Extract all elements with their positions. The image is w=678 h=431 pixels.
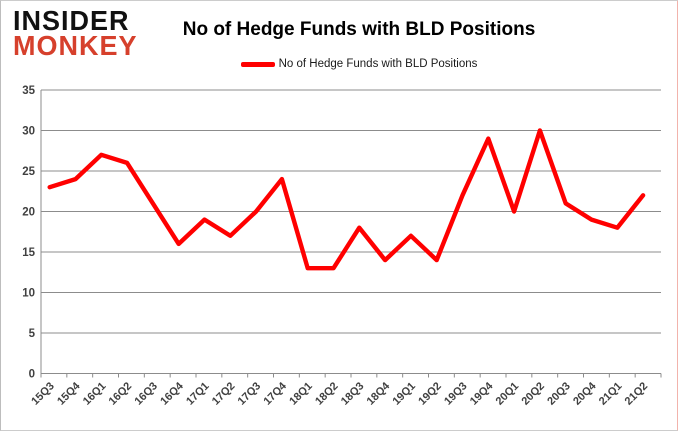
x-tick-label-20Q1: 20Q1 bbox=[494, 380, 522, 408]
x-tick-label-16Q3: 16Q3 bbox=[132, 380, 160, 408]
y-tick-label-15: 15 bbox=[22, 247, 35, 259]
x-tick-label-16Q2: 16Q2 bbox=[107, 380, 135, 408]
y-tick-label-25: 25 bbox=[22, 166, 35, 178]
y-tick-label-35: 35 bbox=[22, 85, 35, 97]
x-tick-label-17Q2: 17Q2 bbox=[210, 380, 238, 408]
y-tick-label-20: 20 bbox=[22, 207, 35, 219]
x-tick-label-19Q1: 19Q1 bbox=[390, 380, 418, 408]
x-tick-label-20Q2: 20Q2 bbox=[519, 380, 547, 408]
y-tick-label-30: 30 bbox=[22, 126, 35, 138]
x-tick-label-19Q4: 19Q4 bbox=[468, 380, 496, 408]
x-tick-label-17Q1: 17Q1 bbox=[184, 380, 212, 408]
insider-monkey-logo: INSIDER MONKEY bbox=[13, 5, 138, 62]
x-tick-label-15Q3: 15Q3 bbox=[29, 380, 57, 408]
x-tick-label-19Q3: 19Q3 bbox=[442, 380, 470, 408]
y-tick-label-5: 5 bbox=[29, 328, 36, 340]
x-tick-label-16Q1: 16Q1 bbox=[81, 380, 109, 408]
logo-insider-text: INSIDER bbox=[13, 5, 130, 37]
x-tick-label-19Q2: 19Q2 bbox=[416, 380, 444, 408]
x-tick-label-17Q4: 17Q4 bbox=[261, 380, 289, 408]
x-tick-label-21Q1: 21Q1 bbox=[597, 380, 625, 408]
legend-label: No of Hedge Funds with BLD Positions bbox=[278, 58, 478, 70]
x-tick-label-18Q1: 18Q1 bbox=[287, 380, 315, 408]
page-title: No of Hedge Funds with BLD Positions bbox=[182, 19, 536, 40]
x-tick-label-18Q3: 18Q3 bbox=[339, 380, 367, 408]
x-tick-label-20Q4: 20Q4 bbox=[571, 380, 599, 408]
x-tick-label-15Q4: 15Q4 bbox=[55, 380, 83, 408]
chart-legend: No of Hedge Funds with BLD Positions bbox=[151, 58, 567, 70]
x-tick-label-20Q3: 20Q3 bbox=[545, 380, 573, 408]
x-tick-label-17Q3: 17Q3 bbox=[236, 380, 264, 408]
y-tick-label-10: 10 bbox=[22, 288, 35, 300]
x-tick-label-21Q2: 21Q2 bbox=[623, 380, 651, 408]
x-tick-label-16Q4: 16Q4 bbox=[158, 380, 186, 408]
data-line-hedge-funds bbox=[47, 128, 646, 271]
logo-monkey-text: MONKEY bbox=[13, 30, 138, 62]
x-tick-label-18Q4: 18Q4 bbox=[365, 380, 393, 408]
y-tick-label-0: 0 bbox=[29, 369, 35, 381]
x-tick-label-18Q2: 18Q2 bbox=[313, 380, 341, 408]
legend-line-swatch bbox=[240, 61, 275, 67]
